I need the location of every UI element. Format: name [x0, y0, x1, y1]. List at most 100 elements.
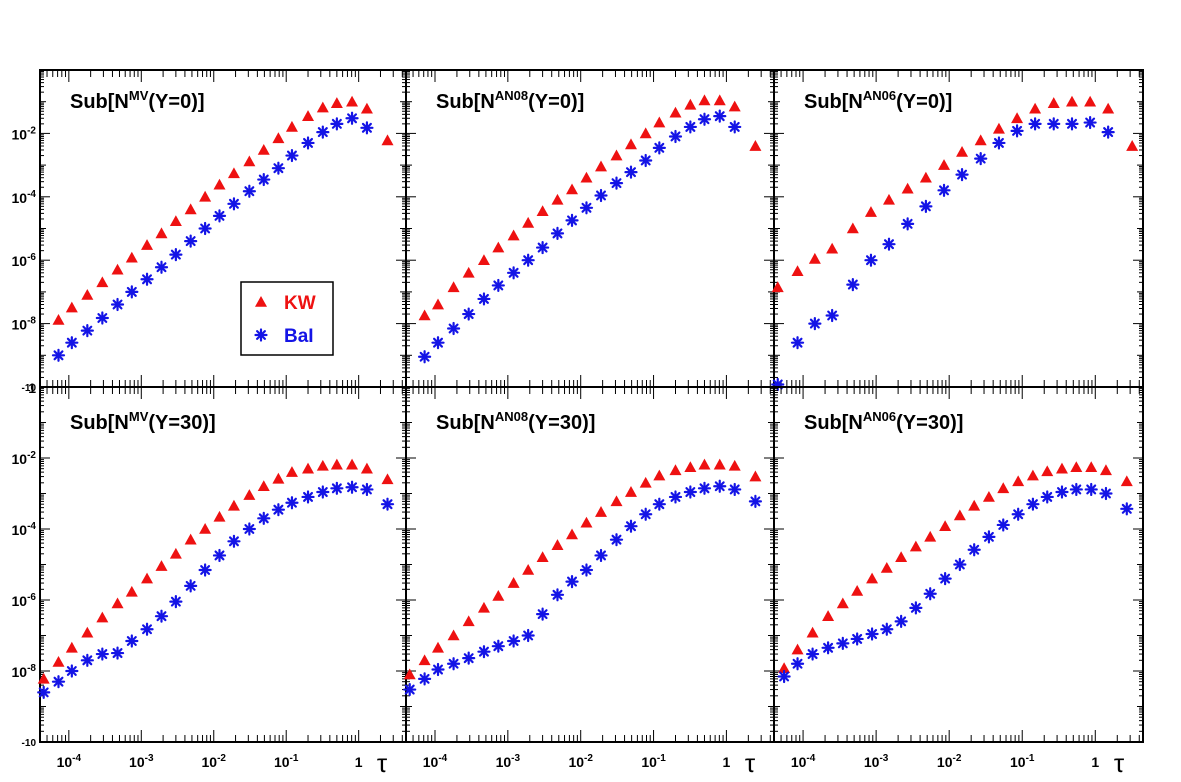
data-point-kw [866, 572, 879, 584]
series-bai [777, 482, 1134, 684]
panel-2: Sub[NAN08(Y=0)] [405, 69, 775, 388]
data-point-kw [272, 472, 285, 484]
data-point-bai [330, 117, 344, 131]
data-point-bai [937, 183, 951, 197]
data-point-kw [653, 469, 666, 481]
data-point-kw [272, 132, 285, 144]
svg-text:10-3: 10-3 [864, 753, 889, 770]
data-point-kw [956, 145, 969, 157]
data-point-kw [52, 313, 65, 325]
data-point-bai [51, 348, 66, 362]
data-point-bai [652, 141, 666, 155]
legend-marker-kw [255, 296, 267, 307]
data-point-bai [446, 657, 461, 671]
data-point-kw [536, 205, 549, 217]
data-point-bai [683, 485, 697, 499]
data-point-bai [301, 136, 315, 150]
data-point-kw [610, 149, 623, 161]
x-tick-label: 10-3 [864, 753, 889, 770]
data-point-kw [507, 229, 520, 241]
data-point-kw [403, 668, 416, 680]
data-point-kw [522, 216, 535, 228]
data-point-kw [924, 530, 937, 542]
data-point-kw [213, 178, 226, 190]
svg-text:10-3: 10-3 [129, 753, 154, 770]
svg-text:10-2: 10-2 [12, 125, 37, 142]
data-point-kw [432, 641, 445, 653]
data-point-kw [566, 528, 579, 540]
data-point-kw [125, 251, 138, 263]
data-point-kw [52, 655, 65, 667]
data-point-kw [199, 523, 212, 534]
data-point-kw [96, 276, 109, 288]
data-point-bai [1069, 482, 1083, 497]
data-point-bai [639, 153, 653, 168]
y-axis-ticks [774, 69, 1143, 388]
data-point-kw [1029, 102, 1042, 114]
data-point-kw [953, 509, 966, 521]
panel-frame [773, 69, 1144, 388]
data-point-bai [65, 336, 79, 350]
series-kw [403, 458, 762, 680]
series-bai [51, 111, 374, 362]
data-point-kw [1012, 475, 1025, 487]
svg-text:10-3: 10-3 [496, 753, 521, 770]
data-point-bai [1083, 115, 1097, 130]
data-point-kw [81, 288, 94, 300]
data-point-bai [184, 579, 198, 593]
data-point-bai [242, 184, 256, 198]
data-point-kw [595, 160, 608, 172]
data-point-bai [790, 336, 805, 350]
data-point-bai [536, 607, 550, 621]
data-point-bai [431, 662, 445, 677]
data-point-bai [777, 669, 791, 684]
data-point-kw [462, 615, 475, 627]
data-point-bai [864, 253, 878, 267]
data-point-bai [271, 503, 285, 517]
y-tick-label: 1 [28, 380, 36, 396]
data-point-kw [566, 183, 579, 195]
data-point-kw [653, 116, 666, 128]
data-point-bai [345, 111, 359, 125]
svg-text:10-4: 10-4 [12, 521, 37, 538]
x-axis-label: τ [1114, 748, 1125, 777]
data-point-bai [536, 240, 550, 255]
data-point-kw [141, 239, 154, 250]
panel-title: Sub[NMV(Y=30)] [70, 409, 216, 434]
series-bai [771, 115, 1115, 392]
data-point-bai [125, 285, 139, 299]
data-point-kw [895, 551, 908, 563]
y-tick-label: 10-8 [12, 663, 37, 680]
series-kw [778, 461, 1133, 673]
data-point-bai [748, 494, 763, 508]
data-point-kw [806, 626, 819, 638]
svg-text:10-2: 10-2 [568, 753, 593, 770]
panel-title: Sub[NAN06(Y=30)] [804, 409, 963, 434]
panel-3: Sub[NAN06(Y=0)] [771, 69, 1144, 392]
data-point-kw [728, 100, 741, 112]
data-point-kw [155, 227, 168, 239]
data-point-kw [684, 461, 697, 473]
x-tick-label: 10-1 [1010, 753, 1035, 770]
legend-marker-bai [254, 328, 268, 342]
data-point-kw [536, 551, 549, 563]
data-point-bai [668, 490, 683, 504]
data-point-bai [37, 685, 51, 699]
series-bai [37, 480, 395, 699]
data-point-kw [285, 466, 298, 477]
data-point-kw [624, 486, 637, 497]
data-point-kw [477, 601, 490, 613]
svg-text:10-8: 10-8 [12, 663, 37, 680]
data-point-bai [550, 226, 565, 241]
data-point-kw [1041, 465, 1054, 477]
y-tick-label: 10-2 [12, 450, 37, 467]
x-axis-ticks [405, 70, 771, 387]
data-point-bai [285, 496, 299, 510]
data-point-bai [1120, 502, 1134, 516]
svg-text:1: 1 [1091, 754, 1099, 770]
x-axis-label: τ [377, 748, 388, 777]
data-point-kw [713, 458, 726, 470]
data-point-kw [1099, 464, 1112, 476]
y-tick-label: 10-4 [12, 521, 37, 538]
data-point-bai [169, 248, 183, 262]
